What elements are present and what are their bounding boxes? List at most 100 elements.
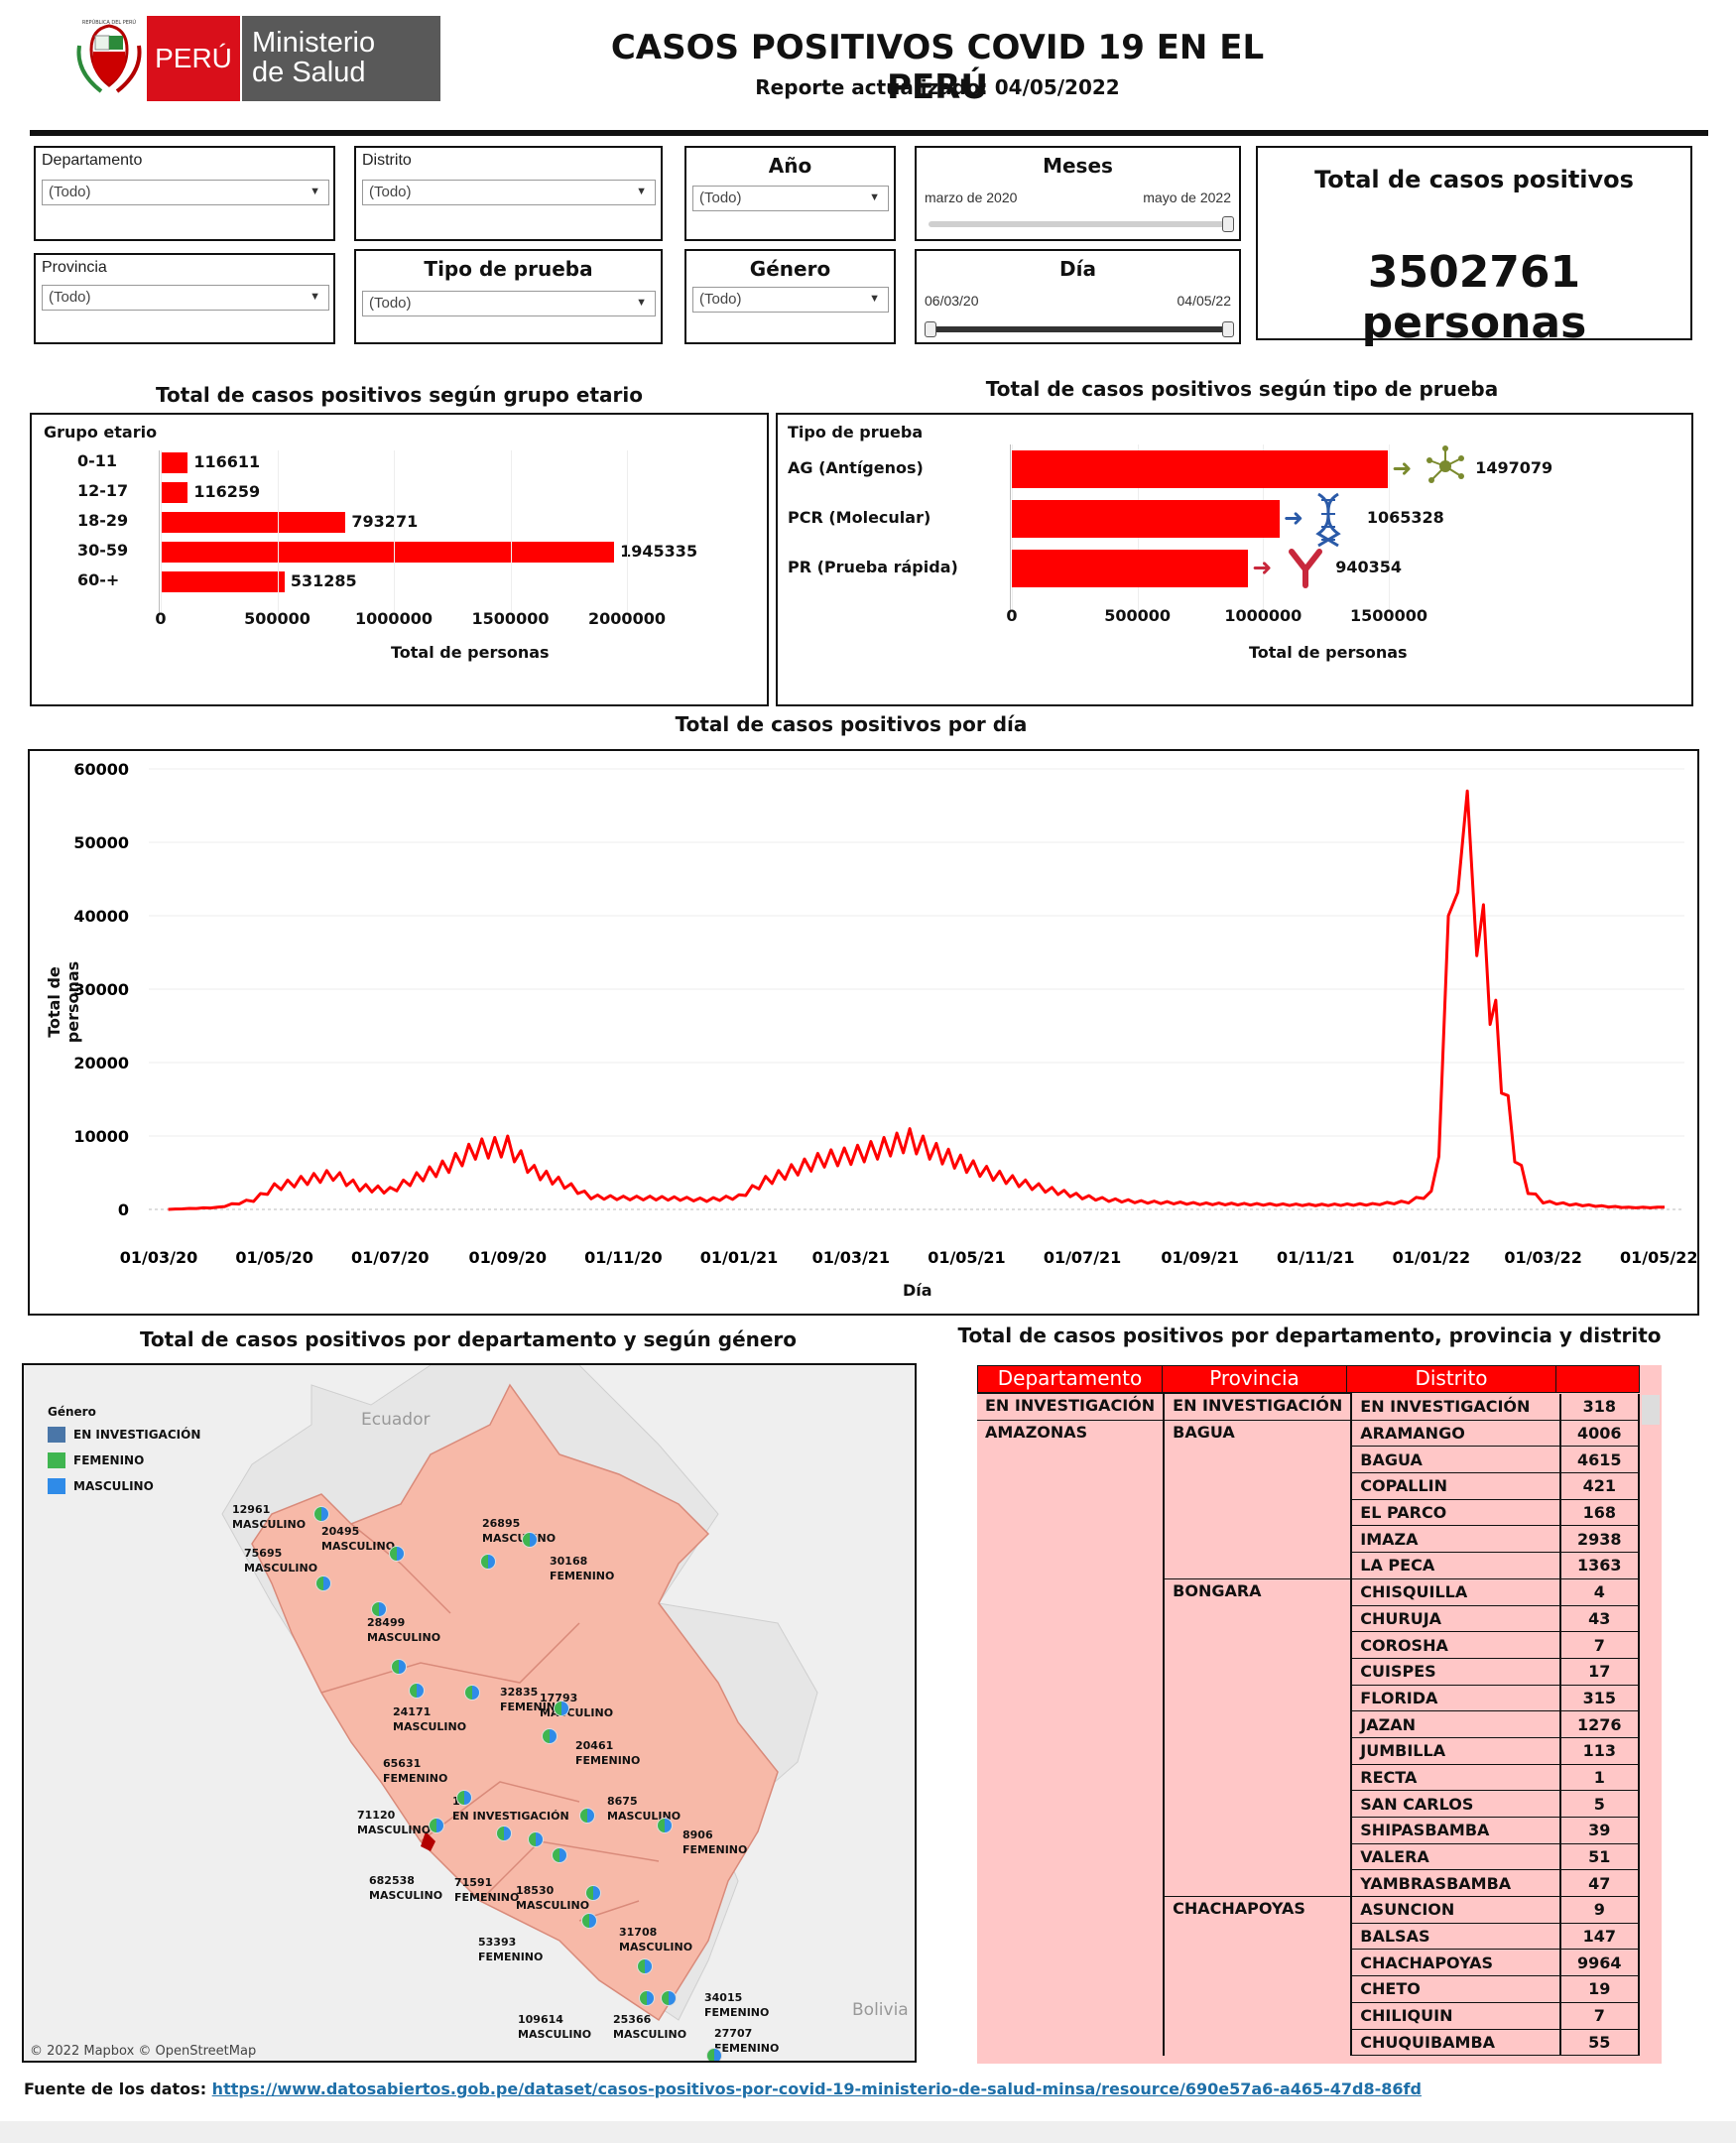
gender-pie-chart[interactable] (389, 1546, 405, 1562)
table-row[interactable]: BAGUA 4615 (977, 1446, 1641, 1474)
map-dept-label: 8906 FEMENINO (682, 1828, 747, 1857)
table-title: Total de casos positivos por departament… (957, 1324, 1662, 1347)
header-distrito[interactable]: Distrito (1347, 1366, 1556, 1392)
header-departamento[interactable]: Departamento (978, 1366, 1163, 1392)
map-dept-gender: MASCULINO (369, 1889, 443, 1902)
table-row[interactable]: SHIPASBAMBA 39 (977, 1817, 1641, 1844)
table-scrollbar[interactable] (1642, 1395, 1660, 1425)
map-dept-label: 71120 MASCULINO (357, 1808, 431, 1837)
tipo-prueba-select[interactable]: (Todo) ▼ (362, 291, 656, 316)
departamento-select[interactable]: (Todo) ▼ (42, 180, 329, 205)
legend-femenino: FEMENINO (48, 1452, 144, 1468)
table-row[interactable]: BONGARA CHISQUILLA 4 (977, 1577, 1641, 1897)
map-dept-value: 71120 (357, 1809, 396, 1822)
map-dept-value: 75695 (244, 1547, 283, 1560)
map-dept-label: 32835 FEMENINO (500, 1685, 564, 1714)
x-tick-label: 01/09/21 (1161, 1248, 1238, 1267)
gender-pie-chart[interactable] (391, 1659, 407, 1675)
age-group-label: 60-+ (77, 570, 120, 589)
table-row[interactable]: JAZAN 1276 (977, 1710, 1641, 1738)
table-row[interactable]: CHUQUIBAMBA 55 (977, 2029, 1641, 2057)
header-provincia[interactable]: Provincia (1163, 1366, 1347, 1392)
map-title: Total de casos positivos por departament… (139, 1327, 798, 1351)
chevron-down-icon: ▼ (310, 186, 320, 197)
map-dept-label: 20461 FEMENINO (575, 1738, 640, 1768)
cell-distrito: SHIPASBAMBA (1351, 1817, 1561, 1844)
gender-pie-chart[interactable] (554, 1701, 569, 1716)
table-row[interactable]: AMAZONAS BAGUA ARAMANGO 4006 (977, 1419, 1641, 1579)
gender-pie-chart[interactable] (480, 1554, 496, 1570)
test-arrow: ➜ (1392, 454, 1413, 482)
cell-provincia: BONGARA (1164, 1577, 1353, 1897)
table-row[interactable]: RECTA 1 (977, 1764, 1641, 1792)
gender-pie-chart[interactable] (661, 1990, 677, 2006)
table-row[interactable]: SAN CARLOS 5 (977, 1790, 1641, 1818)
cell-distrito: CHURUJA (1351, 1605, 1561, 1633)
footer-link[interactable]: https://www.datosabiertos.gob.pe/dataset… (211, 2080, 1422, 2098)
dia-slider-start-handle[interactable] (925, 321, 936, 337)
age-bar-value: 116611 (193, 452, 261, 471)
map-dept-label: 1EN INVESTIGACIÓN (452, 1794, 569, 1824)
table-row[interactable]: CUISPES 17 (977, 1658, 1641, 1686)
anio-select[interactable]: (Todo) ▼ (692, 186, 889, 211)
table-row[interactable]: YAMBRASBAMBA 47 (977, 1869, 1641, 1898)
cell-distrito: SAN CARLOS (1351, 1790, 1561, 1818)
map-panel[interactable]: Ecuador Bolivia Género EN INVESTIGACIÓN … (22, 1363, 917, 2063)
gender-pie-chart[interactable] (371, 1601, 387, 1617)
gender-pie-chart[interactable] (585, 1885, 601, 1901)
ministry-line1: Ministerio (252, 27, 376, 59)
gender-pie-chart[interactable] (409, 1683, 425, 1699)
cell-value: 47 (1559, 1869, 1641, 1898)
gender-pie-chart[interactable] (315, 1576, 331, 1591)
table-row[interactable]: CHILIQUIN 7 (977, 2002, 1641, 2030)
table-row[interactable]: CHURUJA 43 (977, 1605, 1641, 1633)
gender-pie-chart[interactable] (522, 1532, 538, 1548)
gender-pie-chart[interactable] (552, 1847, 567, 1863)
map-attribution[interactable]: © 2022 Mapbox © OpenStreetMap (30, 2044, 257, 2059)
age-tick-label: 500000 (244, 609, 310, 628)
dia-slider[interactable] (925, 321, 1234, 337)
gender-pie-chart[interactable] (313, 1506, 329, 1522)
genero-select[interactable]: (Todo) ▼ (692, 287, 889, 313)
table-row[interactable]: LA PECA 1363 (977, 1552, 1641, 1579)
gender-pie-chart[interactable] (581, 1913, 597, 1929)
table-row[interactable]: JUMBILLA 113 (977, 1737, 1641, 1765)
cell-value: 4 (1559, 1578, 1641, 1606)
table-row[interactable]: BALSAS 147 (977, 1923, 1641, 1951)
gender-pie-chart[interactable] (579, 1808, 595, 1824)
gender-pie-chart[interactable] (528, 1831, 544, 1847)
map-dept-gender: FEMENINO (704, 2006, 770, 2019)
chevron-down-icon: ▼ (869, 191, 880, 203)
distrito-select[interactable]: (Todo) ▼ (362, 180, 656, 205)
table-row[interactable]: CHETO 19 (977, 1975, 1641, 2003)
map-dept-gender: MASCULINO (619, 1941, 693, 1954)
table-row[interactable]: IMAZA 2938 (977, 1525, 1641, 1554)
table-row[interactable]: FLORIDA 315 (977, 1685, 1641, 1712)
gender-pie-chart[interactable] (639, 1990, 655, 2006)
table-row[interactable]: CHACHAPOYAS ASUNCION 9 (977, 1896, 1641, 2056)
map-dept-value: 28499 (367, 1616, 406, 1629)
gender-pie-chart[interactable] (657, 1818, 673, 1833)
gender-pie-chart[interactable] (637, 1958, 653, 1974)
table-row[interactable]: COROSHA 7 (977, 1631, 1641, 1659)
gender-pie-chart[interactable] (542, 1728, 558, 1744)
gender-pie-chart[interactable] (496, 1826, 512, 1841)
dia-slider-end-handle[interactable] (1222, 321, 1234, 337)
table-row[interactable]: VALERA 51 (977, 1843, 1641, 1871)
header-value[interactable] (1556, 1366, 1638, 1392)
gender-pie-chart[interactable] (464, 1685, 480, 1701)
provincia-select[interactable]: (Todo) ▼ (42, 285, 329, 311)
table-row[interactable]: EN INVESTIGACIÓN EN INVESTIGACIÓN EN INVES… (977, 1393, 1641, 1421)
meses-slider[interactable] (929, 216, 1234, 232)
geo-table[interactable]: Departamento Provincia Distrito EN INVES… (977, 1365, 1662, 2064)
distrito-value: (Todo) (369, 184, 412, 200)
gender-pie-chart[interactable] (706, 2048, 722, 2061)
gender-pie-chart[interactable] (429, 1818, 444, 1833)
cell-provincia: BAGUA (1164, 1419, 1353, 1579)
gender-pie-chart[interactable] (456, 1790, 472, 1806)
cell-value: 113 (1559, 1737, 1641, 1765)
table-row[interactable]: EL PARCO 168 (977, 1499, 1641, 1527)
table-row[interactable]: CHACHAPOYAS 9964 (977, 1949, 1641, 1977)
table-row[interactable]: COPALLIN 421 (977, 1472, 1641, 1500)
meses-slider-end-handle[interactable] (1222, 216, 1234, 232)
